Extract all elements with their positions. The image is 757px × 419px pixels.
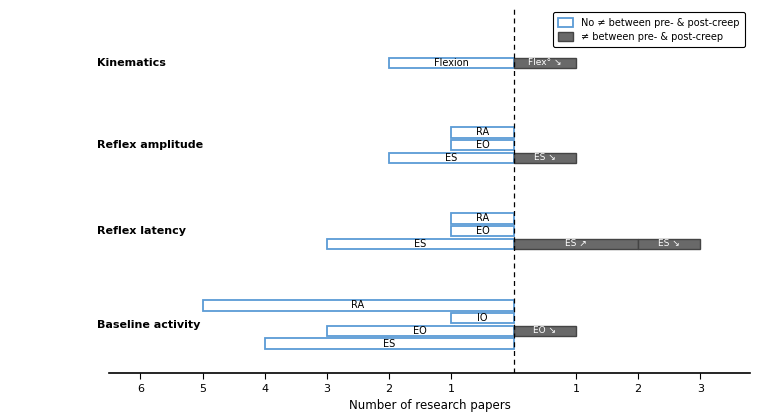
Bar — [513, 58, 576, 68]
Text: Baseline activity: Baseline activity — [97, 320, 200, 329]
Text: RA: RA — [351, 300, 365, 310]
Text: Reflex amplitude: Reflex amplitude — [97, 140, 203, 150]
Text: Flex° ↘: Flex° ↘ — [528, 59, 562, 67]
Text: EO ↘: EO ↘ — [533, 326, 556, 335]
Text: ES ↘: ES ↘ — [534, 153, 556, 163]
Bar — [389, 58, 513, 68]
Text: EO: EO — [475, 140, 489, 150]
Text: ES: ES — [445, 153, 457, 163]
Text: ES ↘: ES ↘ — [659, 239, 680, 248]
Text: Kinematics: Kinematics — [97, 58, 166, 68]
Bar — [389, 153, 513, 163]
Bar — [513, 326, 576, 336]
Text: Reflex latency: Reflex latency — [97, 226, 185, 236]
Text: RA: RA — [476, 127, 489, 137]
Text: ES: ES — [414, 239, 426, 249]
Text: RA: RA — [476, 213, 489, 223]
Bar — [327, 238, 513, 249]
Bar — [451, 140, 513, 150]
Bar — [451, 127, 513, 138]
Text: ES ↗: ES ↗ — [565, 239, 587, 248]
Text: ES: ES — [383, 339, 395, 349]
Text: IO: IO — [477, 313, 488, 323]
Legend: No ≠ between pre- & post-creep, ≠ between pre- & post-creep: No ≠ between pre- & post-creep, ≠ betwee… — [553, 12, 745, 47]
Text: EO: EO — [475, 226, 489, 236]
Text: Flexion: Flexion — [434, 58, 469, 68]
X-axis label: Number of research papers: Number of research papers — [349, 399, 510, 412]
Bar — [451, 226, 513, 236]
Bar — [513, 238, 638, 249]
Bar — [451, 313, 513, 323]
Bar — [203, 300, 513, 311]
Text: EO: EO — [413, 326, 427, 336]
Bar — [513, 153, 576, 163]
Bar — [265, 338, 513, 349]
Bar — [638, 238, 700, 249]
Bar — [327, 326, 513, 336]
Bar — [451, 213, 513, 224]
